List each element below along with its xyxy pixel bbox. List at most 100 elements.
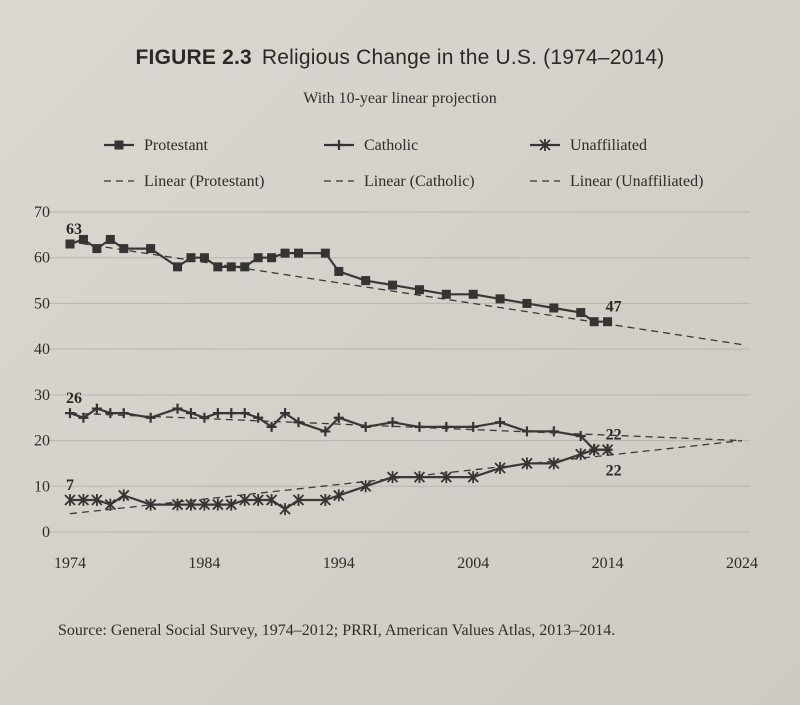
chart-series — [64, 234, 743, 516]
legend-item-4: Linear (Catholic) — [324, 173, 475, 190]
point-1-22 — [468, 421, 479, 432]
y-tick-label-30: 30 — [34, 387, 50, 404]
point-0-28 — [603, 317, 613, 327]
point-0-25 — [549, 303, 559, 313]
point-1-13 — [266, 421, 277, 432]
point-2-3 — [104, 498, 116, 511]
legend-label-5: Linear (Unaffiliated) — [570, 173, 703, 190]
point-0-13 — [267, 253, 277, 263]
point-1-25 — [548, 426, 559, 437]
point-1-18 — [360, 421, 371, 432]
y-tick-label-20: 20 — [34, 433, 50, 450]
point-2-5 — [145, 498, 157, 511]
point-1-8 — [199, 412, 210, 423]
point-2-18 — [360, 480, 372, 493]
point-2-28 — [601, 443, 614, 456]
series-4 — [69, 412, 743, 442]
x-tick-label-1984: 1984 — [188, 555, 220, 572]
point-0-1 — [78, 234, 88, 244]
point-0-2 — [92, 244, 102, 254]
point-1-6 — [172, 403, 183, 414]
point-0-3 — [105, 234, 115, 244]
legend-item-0: Protestant — [104, 137, 209, 154]
trendline-3 — [69, 241, 743, 346]
x-tick-label-1974: 1974 — [54, 555, 86, 572]
point-0-26 — [576, 308, 586, 318]
series-0 — [65, 234, 613, 327]
legend-item-5: Linear (Unaffiliated) — [530, 173, 703, 190]
chart-annotations: 63 47 26 22 22 7 — [66, 221, 622, 494]
data-label-4: 22 — [606, 463, 622, 480]
data-label-5: 7 — [66, 477, 74, 494]
point-2-11 — [239, 494, 251, 506]
y-tick-label-40: 40 — [34, 341, 50, 358]
point-0-23 — [495, 294, 505, 304]
point-0-5 — [146, 244, 156, 254]
point-0-14 — [280, 248, 290, 258]
point-0-17 — [334, 266, 344, 276]
point-2-10 — [225, 498, 237, 511]
point-1-5 — [145, 412, 156, 423]
point-1-2 — [91, 403, 102, 414]
point-2-23 — [494, 462, 506, 474]
x-tick-label-2004: 2004 — [457, 555, 489, 572]
figure-subtitle: With 10-year linear projection — [303, 90, 497, 107]
legend-label-0: Protestant — [144, 137, 209, 154]
point-2-17 — [333, 489, 345, 502]
point-0-4 — [119, 244, 129, 254]
x-tick-label-1994: 1994 — [323, 555, 355, 572]
x-tick-label-2024: 2024 — [726, 555, 758, 572]
y-tick-label-10: 10 — [34, 478, 50, 495]
point-1-12 — [253, 412, 264, 423]
point-1-10 — [226, 408, 237, 419]
data-label-0: 63 — [66, 221, 82, 238]
legend-item-3: Linear (Protestant) — [104, 173, 264, 190]
legend-label-3: Linear (Protestant) — [144, 173, 264, 190]
point-1-14 — [280, 408, 291, 419]
point-0-12 — [253, 253, 263, 263]
point-1-16 — [320, 426, 331, 437]
x-axis-ticks: 1974 1984 1994 2004 2014 2024 — [54, 555, 758, 572]
point-1-11 — [239, 408, 250, 419]
point-0-7 — [186, 253, 196, 263]
point-0-10 — [226, 262, 236, 272]
point-2-20 — [413, 471, 426, 484]
legend-swatch-marker-2 — [539, 139, 551, 151]
figure-number: FIGURE 2.3 — [135, 46, 252, 69]
point-0-24 — [522, 298, 532, 308]
legend-label-1: Catholic — [364, 137, 418, 154]
figure-title-text: Religious Change in the U.S. (1974–2014) — [261, 46, 665, 69]
legend-swatch-marker-0 — [114, 140, 124, 150]
point-1-7 — [185, 408, 196, 419]
legend-item-2: Unaffiliated — [530, 137, 647, 154]
point-0-6 — [173, 262, 183, 272]
point-2-27 — [588, 443, 600, 456]
point-1-21 — [441, 421, 452, 432]
y-tick-label-50: 50 — [34, 295, 50, 312]
legend-label-2: Unaffiliated — [570, 137, 647, 154]
x-tick-label-2014: 2014 — [592, 555, 624, 572]
point-1-4 — [118, 408, 129, 419]
point-1-19 — [387, 417, 398, 428]
point-0-8 — [199, 253, 209, 263]
point-0-15 — [293, 248, 303, 258]
source-note: Source: General Social Survey, 1974–2012… — [58, 622, 616, 639]
data-label-1: 47 — [606, 299, 622, 316]
legend-label-4: Linear (Catholic) — [364, 173, 475, 190]
point-2-12 — [252, 494, 264, 506]
point-1-17 — [333, 412, 344, 423]
point-0-19 — [388, 280, 398, 290]
trendline-5 — [69, 439, 743, 515]
point-1-3 — [105, 408, 116, 419]
point-2-14 — [279, 503, 291, 516]
chart-grid — [48, 211, 750, 533]
series-5 — [69, 439, 743, 515]
point-1-23 — [495, 417, 506, 428]
point-2-4 — [118, 489, 130, 502]
chart-legend: Protestant Catholic Unaffiliated Linear (Pr… — [104, 137, 703, 190]
point-0-21 — [441, 289, 451, 299]
series-3 — [69, 241, 743, 346]
y-tick-label-0: 0 — [42, 524, 50, 541]
legend-item-1: Catholic — [324, 137, 418, 154]
point-0-16 — [320, 248, 330, 258]
